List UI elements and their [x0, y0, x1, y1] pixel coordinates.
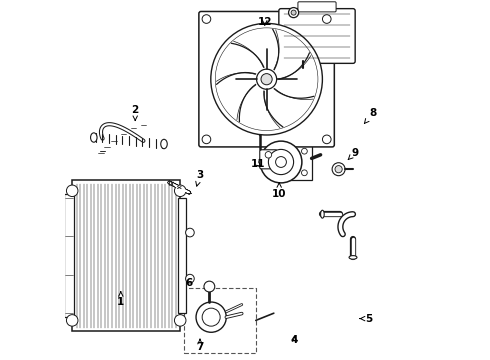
Ellipse shape	[320, 210, 324, 218]
Text: 3: 3	[196, 170, 204, 186]
Circle shape	[265, 152, 271, 158]
Text: 6: 6	[186, 278, 193, 288]
Bar	[285, 144, 312, 180]
Text: 11: 11	[250, 159, 265, 169]
Circle shape	[202, 15, 211, 23]
Circle shape	[275, 157, 286, 167]
Circle shape	[335, 166, 342, 173]
Text: 5: 5	[360, 314, 373, 324]
Text: 12: 12	[258, 17, 272, 27]
Bar	[178, 198, 186, 313]
Bar	[64, 194, 74, 317]
Circle shape	[301, 170, 307, 176]
Text: 10: 10	[272, 183, 287, 199]
FancyBboxPatch shape	[298, 2, 336, 12]
Circle shape	[322, 135, 331, 144]
Text: 9: 9	[348, 148, 358, 159]
Circle shape	[202, 135, 211, 144]
Circle shape	[204, 281, 215, 292]
Circle shape	[260, 141, 302, 183]
Ellipse shape	[91, 133, 97, 142]
Circle shape	[269, 149, 294, 175]
Circle shape	[196, 302, 226, 332]
Ellipse shape	[349, 256, 357, 259]
Circle shape	[67, 185, 78, 197]
Circle shape	[215, 28, 318, 131]
Circle shape	[174, 315, 186, 326]
Circle shape	[174, 185, 186, 197]
FancyBboxPatch shape	[199, 12, 334, 147]
FancyBboxPatch shape	[279, 9, 355, 63]
Circle shape	[301, 148, 307, 154]
Circle shape	[257, 69, 277, 89]
Text: 2: 2	[132, 105, 139, 121]
Text: 8: 8	[365, 108, 376, 123]
Circle shape	[186, 228, 194, 237]
FancyBboxPatch shape	[260, 150, 277, 169]
Bar	[184, 288, 256, 353]
Text: 1: 1	[117, 292, 124, 307]
FancyBboxPatch shape	[72, 180, 180, 331]
Circle shape	[322, 15, 331, 23]
Circle shape	[332, 163, 345, 176]
Circle shape	[289, 8, 298, 18]
Circle shape	[261, 74, 272, 85]
Circle shape	[202, 308, 220, 326]
Ellipse shape	[161, 139, 167, 149]
Circle shape	[186, 274, 194, 283]
Text: 7: 7	[196, 339, 204, 352]
Circle shape	[291, 10, 296, 15]
Circle shape	[67, 315, 78, 326]
Circle shape	[211, 23, 322, 135]
Text: 4: 4	[291, 335, 298, 345]
